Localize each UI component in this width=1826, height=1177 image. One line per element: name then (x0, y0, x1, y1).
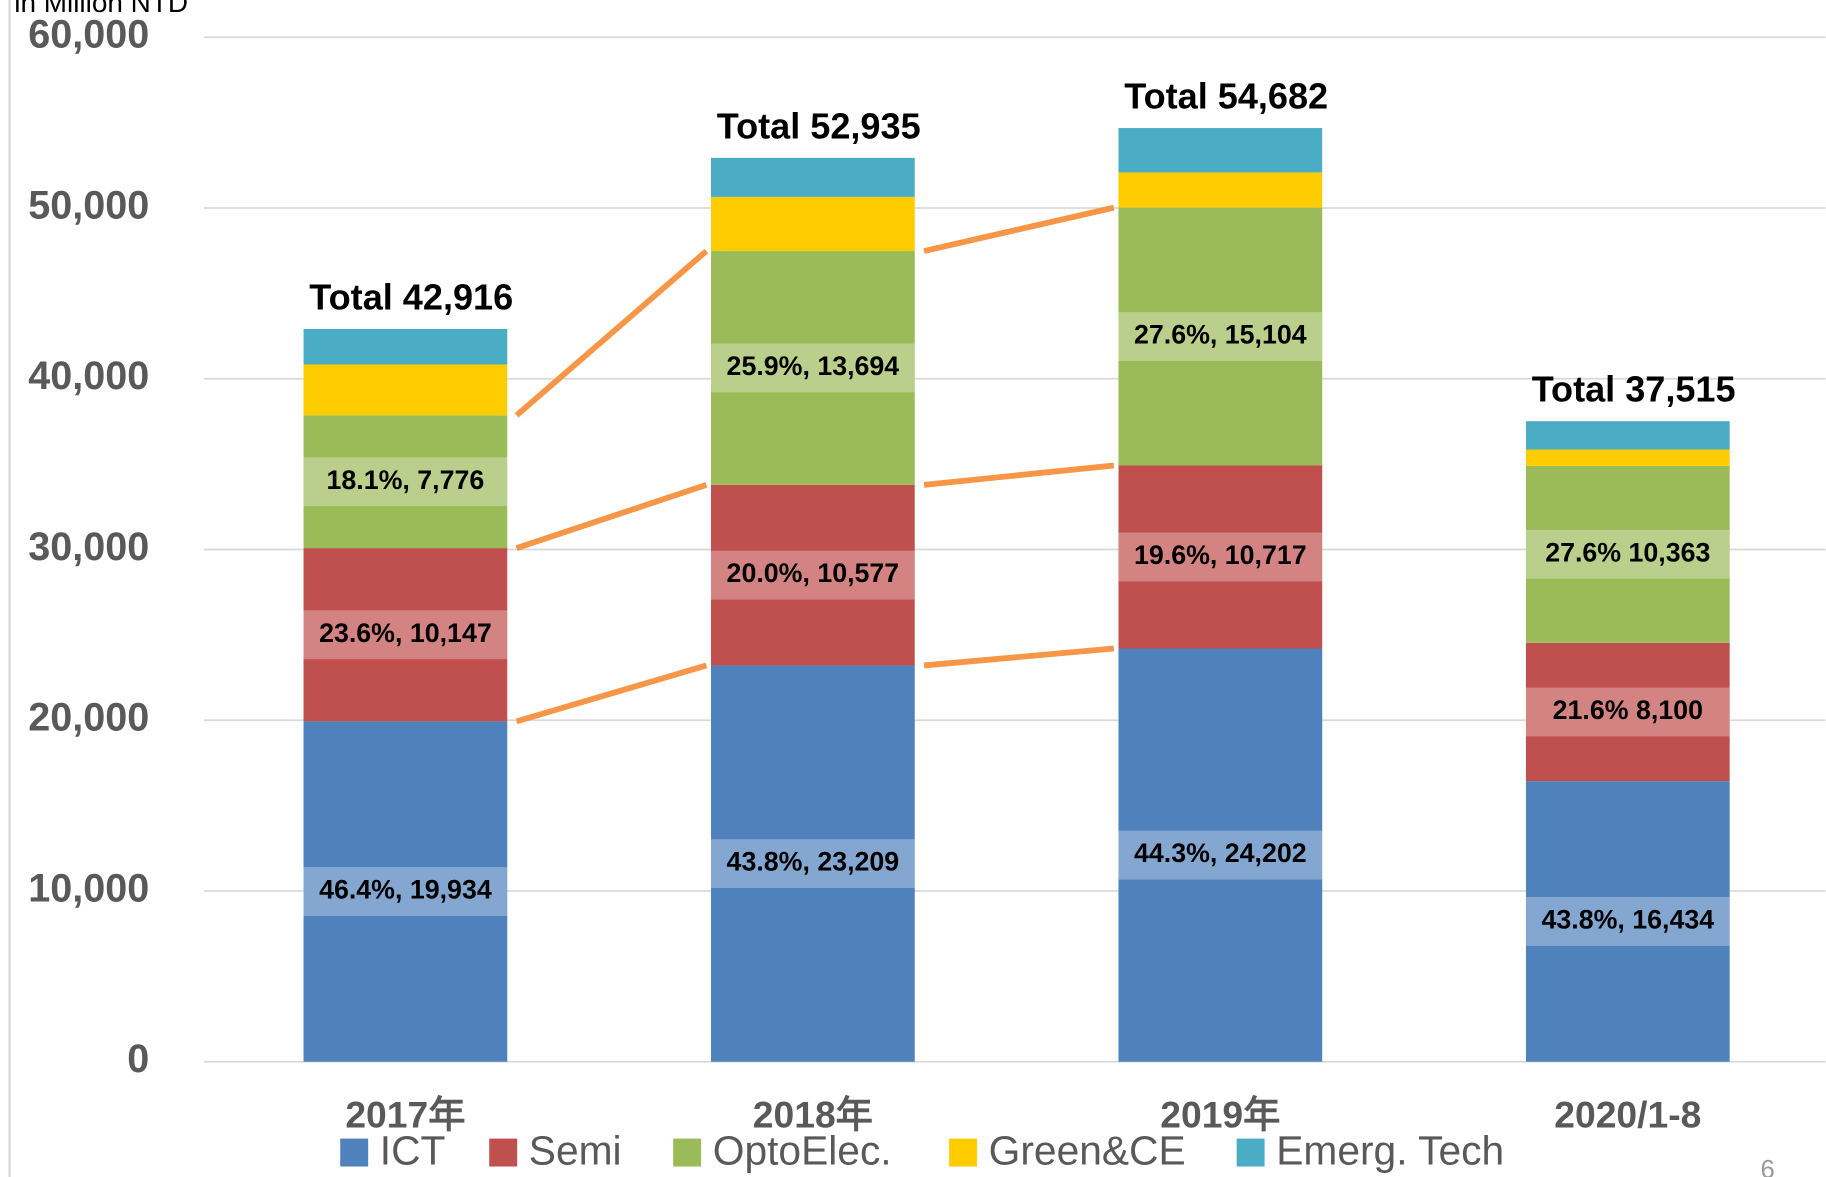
y-tick-label: 0 (127, 1037, 149, 1081)
bar-segment (1118, 207, 1323, 466)
legend-swatch (1236, 1138, 1265, 1167)
legend-label: OptoElec. (713, 1127, 892, 1173)
bar-segment (1525, 421, 1730, 450)
label-box (1118, 312, 1323, 362)
y-tick-label: 30,000 (28, 525, 149, 569)
label-box (1525, 687, 1730, 737)
value-label: 20.0%, 10,577 (727, 558, 900, 588)
legend-label: ICT (380, 1127, 446, 1173)
bar-segment (1525, 642, 1730, 782)
bar-segment (303, 328, 508, 365)
bar-segment (1118, 465, 1323, 649)
y-tick-label: 40,000 (28, 354, 149, 398)
value-label: 23.6%, 10,147 (319, 618, 492, 648)
label-box (711, 343, 915, 393)
label-box (1525, 896, 1730, 946)
bar-segment (1525, 449, 1730, 466)
value-label: 18.1%, 7,776 (327, 465, 485, 495)
bar-segment (1525, 465, 1730, 643)
legend-label: Semi (529, 1127, 622, 1173)
connector-line (923, 462, 1115, 488)
legend-swatch (340, 1138, 369, 1167)
total-label: Total 54,682 (1124, 75, 1328, 116)
bar-segment (711, 251, 915, 485)
label-box (1525, 529, 1730, 579)
legend-label: Green&CE (989, 1127, 1186, 1173)
x-tick-label: 2019年 (1160, 1093, 1280, 1135)
value-label: 19.6%, 10,717 (1134, 540, 1307, 570)
legend-swatch (949, 1138, 978, 1167)
y-axis-label: in Million NTD (14, 0, 188, 18)
total-label: Total 52,935 (717, 105, 921, 146)
label-box (711, 550, 915, 600)
bar-segment (1118, 128, 1323, 173)
value-label: 43.8%, 16,434 (1541, 905, 1714, 935)
x-tick-label: 2020/1-8 (1554, 1093, 1701, 1135)
legend-swatch (673, 1138, 702, 1167)
label-box (711, 839, 915, 889)
connector-line (514, 248, 709, 418)
bar-segment (303, 364, 508, 416)
label-box (303, 610, 508, 660)
bar-segment (711, 665, 915, 1062)
bar-segment (1118, 172, 1323, 208)
label-box (1118, 830, 1323, 880)
bar-segment (303, 721, 508, 1062)
total-label: Total 42,916 (309, 276, 513, 317)
bar-segment (303, 415, 508, 549)
connector-line (515, 662, 708, 725)
bar-segment (711, 484, 915, 666)
label-box (303, 457, 508, 507)
value-label: 27.6% 10,363 (1545, 537, 1710, 567)
bar-segment (303, 548, 508, 722)
page-number: 6 (1761, 1156, 1775, 1177)
y-tick-label: 60,000 (28, 13, 149, 57)
label-box (303, 867, 508, 917)
y-tick-label: 10,000 (28, 866, 149, 910)
value-label: 44.3%, 24,202 (1134, 838, 1307, 868)
total-label: Total 37,515 (1532, 369, 1736, 410)
y-tick-label: 50,000 (28, 183, 149, 227)
legend-swatch (489, 1138, 518, 1167)
connector-line (923, 204, 1115, 254)
legend-label: Emerg. Tech (1276, 1127, 1504, 1173)
value-label: 27.6%, 15,104 (1134, 320, 1307, 350)
value-label: 46.4%, 19,934 (319, 875, 492, 905)
value-label: 25.9%, 13,694 (727, 351, 900, 381)
x-tick-label: 2018年 (753, 1093, 873, 1135)
connector-line (515, 482, 708, 551)
bar-segment (1525, 781, 1730, 1062)
y-tick-label: 20,000 (28, 696, 149, 740)
value-label: 43.8%, 23,209 (727, 847, 900, 877)
bar-segment (711, 196, 915, 252)
bar-segment (1118, 648, 1323, 1062)
bar-segment (711, 157, 915, 197)
value-label: 21.6% 8,100 (1553, 695, 1703, 725)
x-tick-label: 2017年 (345, 1093, 465, 1135)
label-box (1118, 532, 1323, 582)
connector-line (923, 645, 1115, 669)
